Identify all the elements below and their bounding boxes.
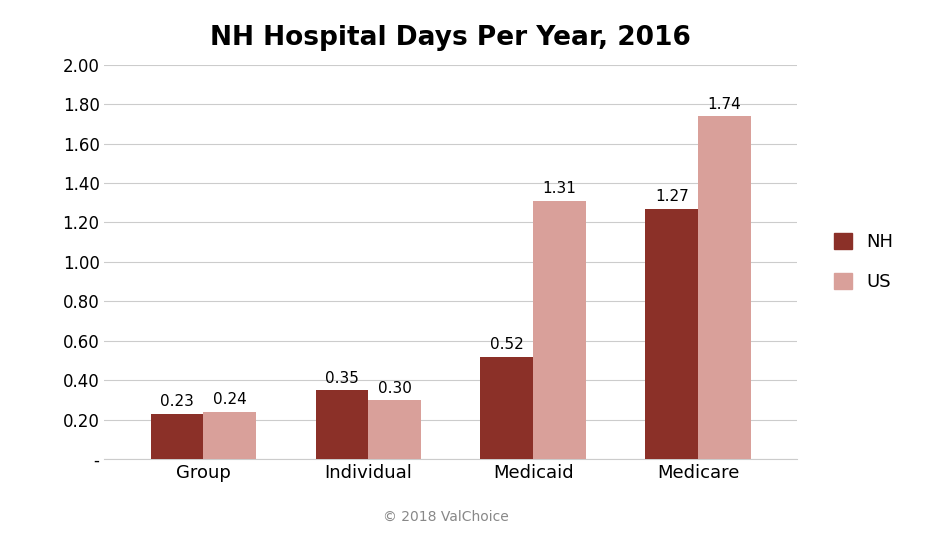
Bar xyxy=(151,414,203,459)
Bar xyxy=(368,400,421,459)
Bar xyxy=(533,201,586,459)
Text: 0.30: 0.30 xyxy=(378,381,412,395)
Text: 0.52: 0.52 xyxy=(490,337,524,352)
Text: 1.31: 1.31 xyxy=(543,181,577,197)
Text: 0.24: 0.24 xyxy=(213,393,247,407)
Text: 1.74: 1.74 xyxy=(708,97,741,112)
Text: 0.35: 0.35 xyxy=(325,370,359,386)
Title: NH Hospital Days Per Year, 2016: NH Hospital Days Per Year, 2016 xyxy=(211,25,691,51)
Bar xyxy=(315,390,368,459)
Bar xyxy=(645,208,698,459)
Text: 1.27: 1.27 xyxy=(655,190,689,204)
Text: © 2018 ValChoice: © 2018 ValChoice xyxy=(383,510,509,524)
Text: 0.23: 0.23 xyxy=(160,394,194,409)
Bar xyxy=(480,356,533,459)
Legend: NH, US: NH, US xyxy=(834,233,893,291)
Bar xyxy=(203,411,256,459)
Bar xyxy=(698,116,751,459)
